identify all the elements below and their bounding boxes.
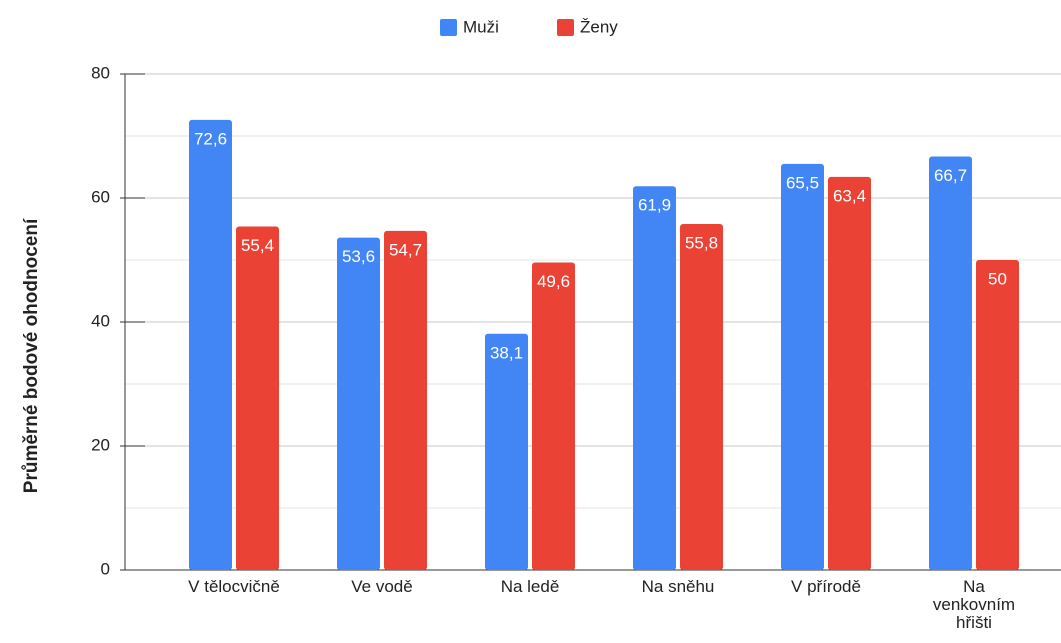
data-label: 53,6: [342, 247, 375, 266]
data-label: 55,4: [241, 236, 274, 255]
legend-swatch: [557, 19, 574, 36]
data-label: 55,8: [685, 234, 718, 253]
bar: [976, 260, 1019, 570]
bar: [633, 186, 676, 570]
bar: [384, 230, 427, 571]
y-tick-label: 0: [101, 559, 110, 578]
legend-swatch: [440, 19, 457, 36]
x-tick-label: V přírodě: [791, 577, 861, 596]
data-label: 66,7: [934, 166, 967, 185]
bar: [485, 333, 528, 570]
y-tick-label: 40: [91, 311, 110, 330]
x-tick-label: Na ledě: [500, 577, 560, 596]
data-label: 49,6: [537, 272, 570, 291]
y-tick-label: 60: [91, 187, 110, 206]
bar: [236, 226, 279, 570]
bar: [680, 224, 723, 571]
x-tick-label: V tělocvičně: [188, 577, 280, 596]
data-label: 54,7: [389, 240, 422, 259]
data-label: 72,6: [194, 129, 227, 148]
bar: [781, 163, 824, 570]
data-label: 65,5: [786, 173, 819, 192]
legend-label: Ženy: [580, 17, 618, 36]
data-label: 38,1: [490, 343, 523, 362]
x-tick-label: Na sněhu: [641, 577, 715, 596]
bar: [929, 156, 972, 570]
x-tick-label: Ve vodě: [351, 577, 413, 596]
y-tick-label: 80: [91, 63, 110, 82]
bar: [337, 237, 380, 570]
y-tick-label: 20: [91, 435, 110, 454]
data-label: 63,4: [833, 186, 866, 205]
bar: [189, 119, 232, 570]
bar: [532, 262, 575, 570]
bar: [828, 176, 871, 571]
legend-label: Muži: [463, 17, 499, 36]
data-label: 61,9: [638, 196, 671, 215]
x-tick-label: Na venkovním hřišti: [932, 577, 1016, 632]
data-label: 50: [988, 269, 1007, 288]
y-axis-title: Průměrné bodové ohodnocení: [21, 218, 42, 493]
